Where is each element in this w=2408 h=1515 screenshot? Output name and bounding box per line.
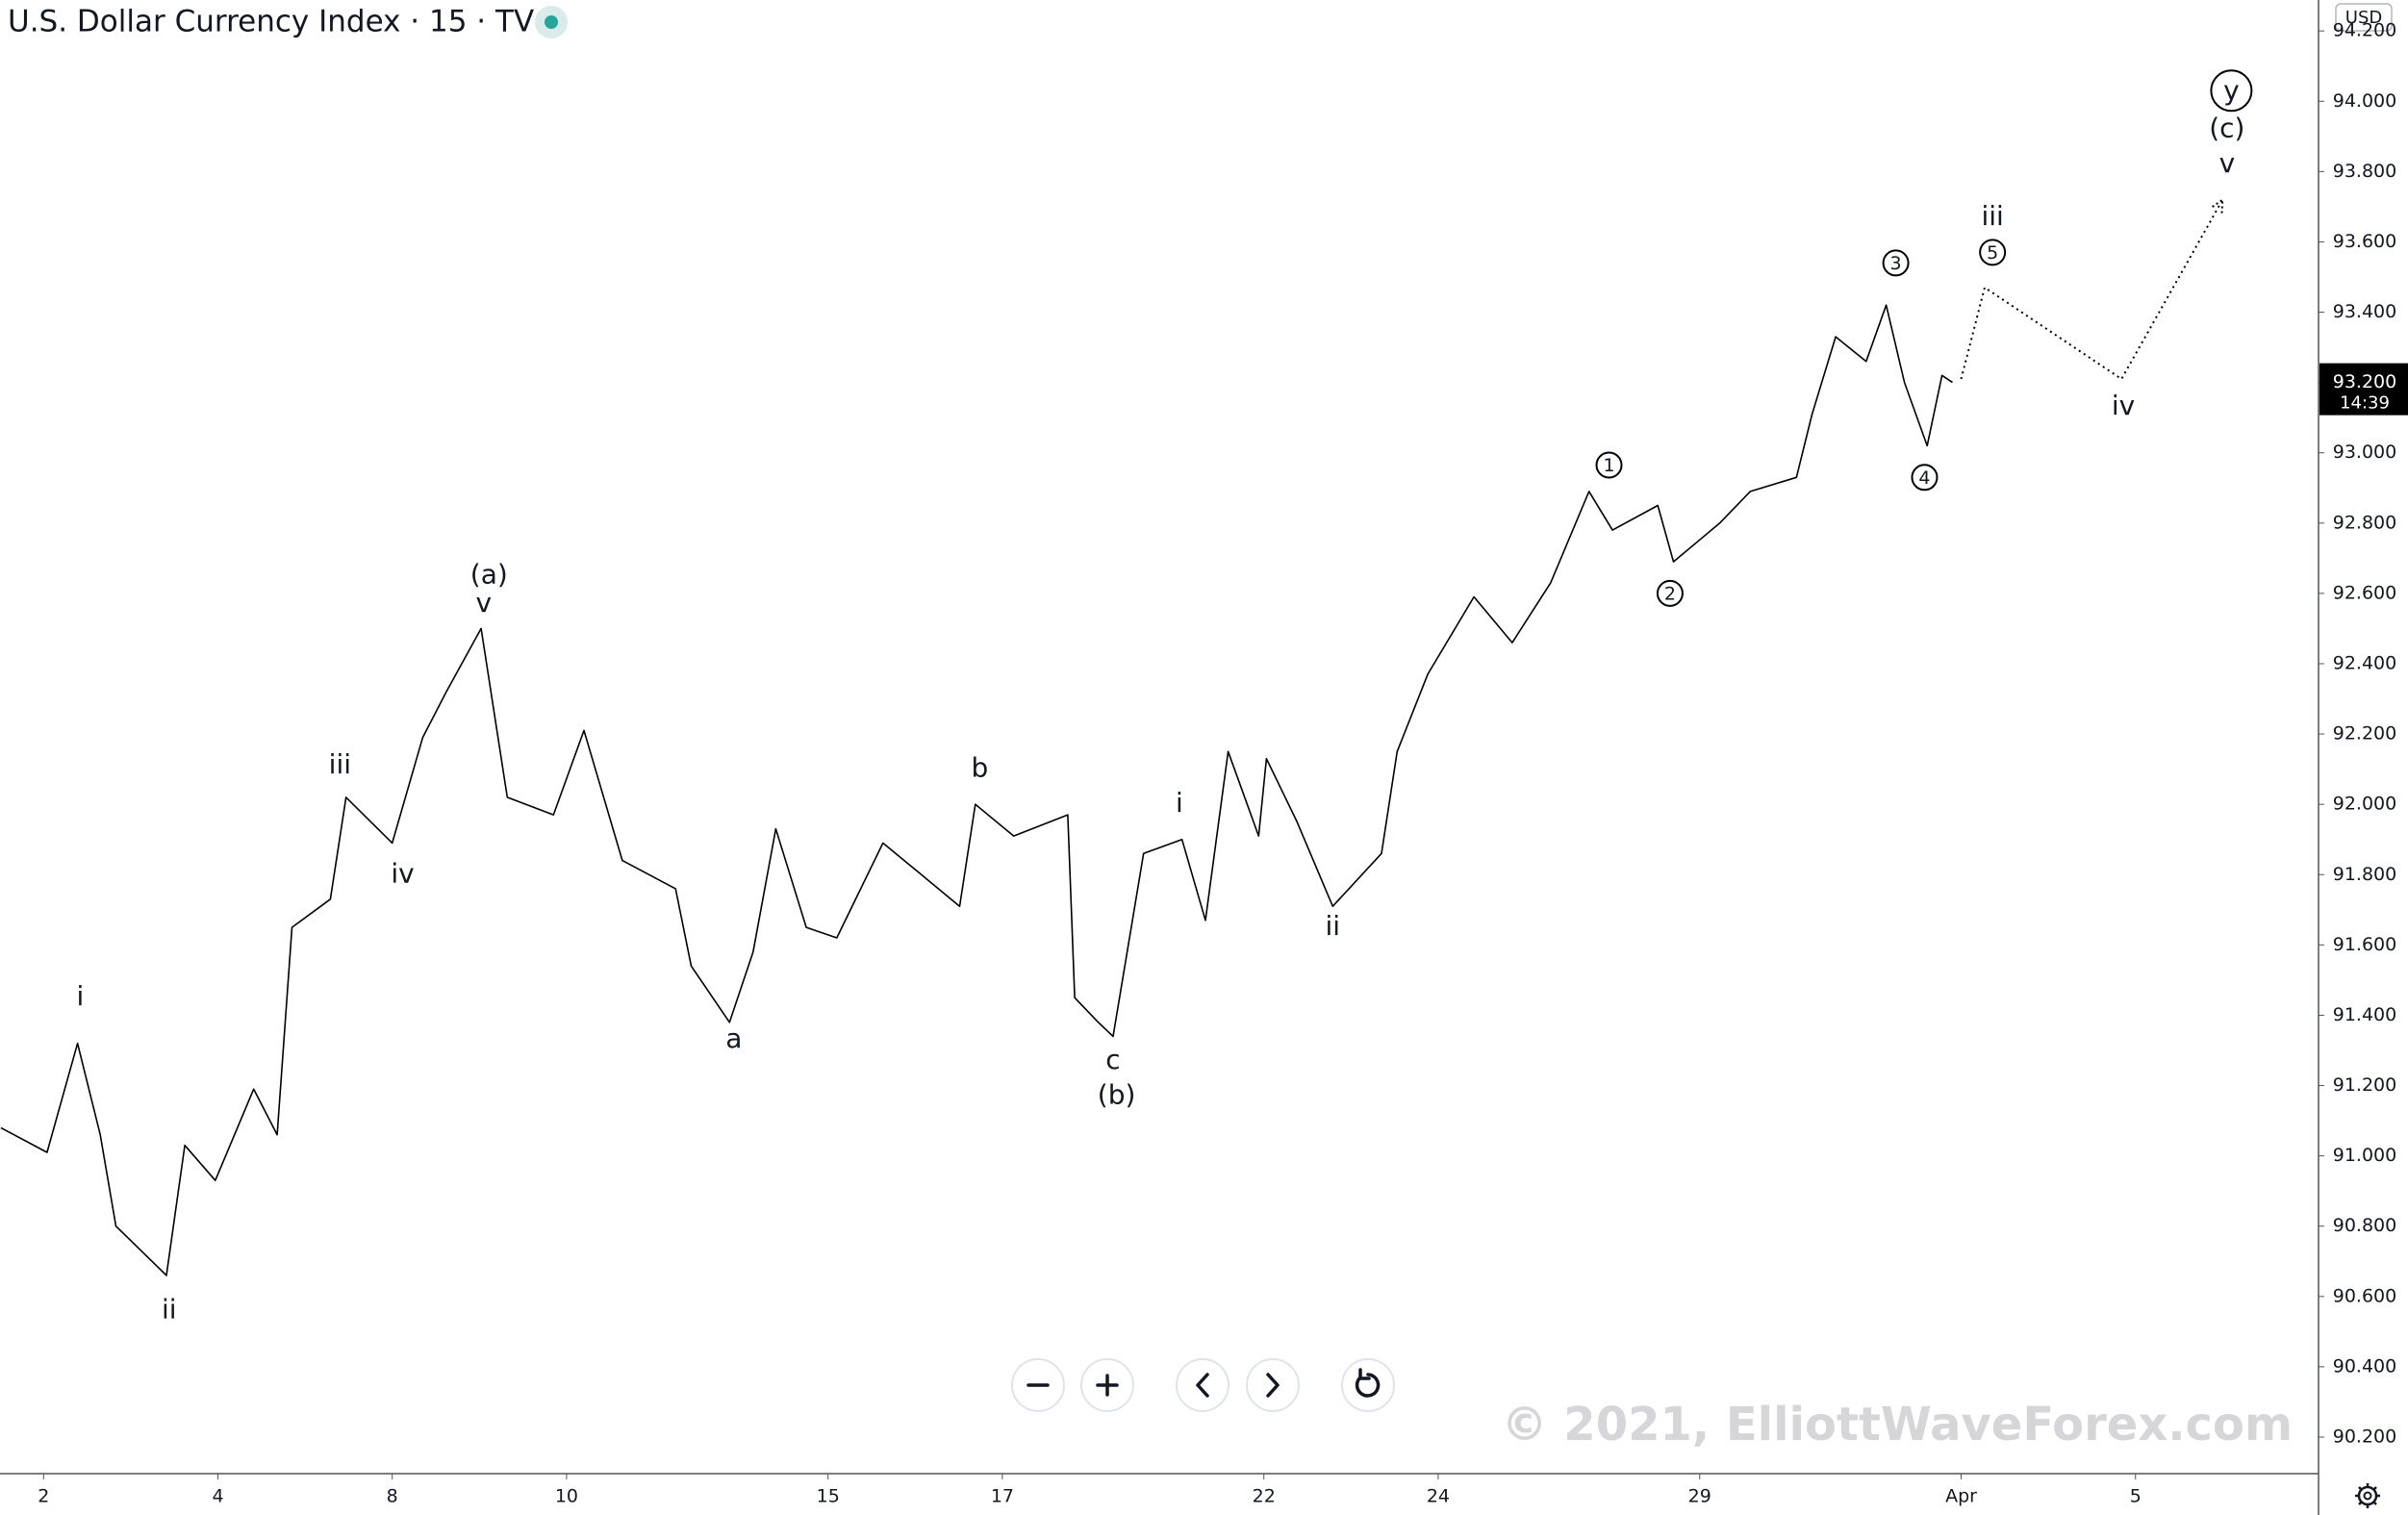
y-tick-label: 93.600 [2333,231,2396,252]
scroll-left-button[interactable] [1176,1358,1229,1412]
projection-line [1960,199,2224,380]
status-dot [535,6,568,38]
wave-label-circle [1911,464,1939,492]
x-tick-label: 10 [555,1486,578,1507]
wave-label: 2 [1664,583,1676,604]
y-tick-label: 90.800 [2333,1215,2396,1236]
wave-label: 1 [1603,455,1614,476]
x-tick-label: 22 [1253,1486,1276,1507]
y-tick-label: 92.000 [2333,794,2396,815]
wave-label-circle [1882,249,1910,277]
wave-label: iv [2112,390,2135,421]
x-tick-label: 24 [1427,1486,1450,1507]
settings-gear[interactable] [2355,1483,2380,1508]
wave-label-circle [1595,451,1623,479]
chart-title: U.S. Dollar Currency Index · 15 · TVC [8,5,555,39]
price-line [0,304,1953,1276]
watermark: © 2021, ElliottWaveForex.com [1502,1398,2293,1452]
x-tick-label: Apr [1945,1486,1977,1507]
y-tick-label: 92.400 [2333,652,2396,673]
y-tick-label: 90.400 [2333,1355,2396,1376]
wave-label: i [1176,787,1183,819]
y-tick-label: 93.400 [2333,301,2396,322]
last-price-countdown: 14:39 [2340,393,2390,414]
currency-badge [2335,3,2393,32]
y-tick-label: 91.800 [2333,864,2396,885]
zoom-in-button[interactable] [1080,1358,1134,1412]
wave-label: ii [1326,910,1341,942]
y-tick-label: 91.600 [2333,934,2396,955]
y-tick-label: 90.200 [2333,1426,2396,1447]
x-tick-label: 17 [991,1486,1014,1507]
wave-label: (a) [470,559,508,591]
zoom-out-button[interactable] [1011,1358,1065,1412]
wave-label-circle [1979,239,2007,266]
wave-label: c [1105,1044,1120,1075]
wave-label: iii [1981,200,2003,232]
wave-label: (b) [1098,1078,1136,1110]
y-tick-label: 92.800 [2333,512,2396,533]
y-tick-label: 91.000 [2333,1145,2396,1166]
y-tick-label: 93.000 [2333,442,2396,463]
wave-label: b [971,752,988,784]
x-tick-label: 15 [817,1486,840,1507]
x-tick-label: 5 [2130,1486,2142,1507]
wave-label: v [2219,147,2236,179]
y-tick-label: 91.200 [2333,1074,2396,1096]
x-tick-label: 2 [38,1486,49,1507]
y-tick-label: 93.800 [2333,161,2396,182]
x-tick-label: 29 [1688,1486,1711,1507]
wave-label: iii [329,748,351,780]
y-tick-label: 91.400 [2333,1004,2396,1025]
wave-label: 3 [1890,253,1902,274]
y-tick-label: 92.200 [2333,723,2396,745]
wave-label: (c) [2209,112,2244,143]
reset-button[interactable] [1341,1358,1395,1412]
wave-label: ii [162,1293,177,1325]
y-tick-label: 94.200 [2333,20,2396,41]
scroll-right-button[interactable] [1246,1358,1300,1412]
currency-label: USD [2345,8,2382,28]
y-tick-label: 92.600 [2333,582,2396,603]
wave-label: iv [391,857,414,889]
last-price-label: 93.200 [2333,371,2396,392]
x-tick-label: 4 [212,1486,223,1507]
wave-label: 4 [1918,467,1930,489]
wave-label: y [2223,74,2240,106]
wave-label-circle [1656,579,1684,607]
wave-label-circle [2210,69,2253,113]
wave-label: v [476,587,493,619]
wave-label: 5 [1987,242,1998,264]
y-tick-label: 90.600 [2333,1285,2396,1306]
wave-label: a [725,1023,742,1054]
y-tick-label: 94.000 [2333,90,2396,112]
x-tick-label: 8 [387,1486,398,1507]
wave-label: i [76,980,84,1012]
last-price-box [2319,363,2408,416]
